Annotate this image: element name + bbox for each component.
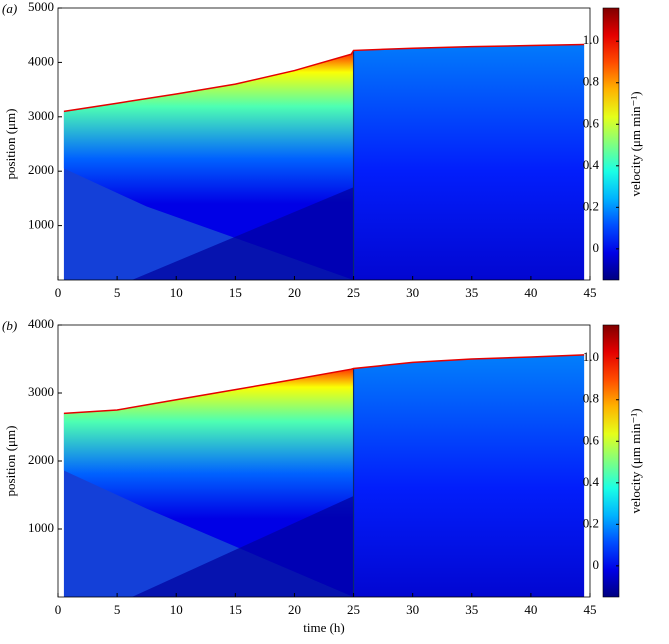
x-tick-label: 30 xyxy=(406,602,419,617)
panel-label: (b) xyxy=(2,318,17,333)
y-tick-label: 2000 xyxy=(28,452,54,467)
colorbar-tick-label: 1.0 xyxy=(583,32,599,47)
heatmap-fill xyxy=(353,44,585,280)
colorbar-tick-label: 0 xyxy=(593,240,600,255)
x-tick-label: 15 xyxy=(229,285,242,300)
x-tick-label: 5 xyxy=(114,602,121,617)
x-tick-label: 10 xyxy=(170,285,183,300)
colorbar-tick-label: 0.8 xyxy=(583,74,599,89)
y-tick-label: 1000 xyxy=(28,217,54,232)
x-tick-label: 25 xyxy=(347,285,360,300)
y-tick-label: 3000 xyxy=(28,384,54,399)
front-line xyxy=(63,354,585,415)
y-axis-label: position (μm) xyxy=(3,109,18,180)
x-tick-label: 25 xyxy=(347,602,360,617)
y-axis-label: position (μm) xyxy=(3,426,18,497)
y-tick-label: 4000 xyxy=(28,53,54,68)
x-tick-label: 5 xyxy=(114,285,121,300)
colorbar-tick-label: 1.0 xyxy=(583,349,599,364)
x-axis-label: time (h) xyxy=(303,620,345,635)
y-tick-label: 3000 xyxy=(28,108,54,123)
colorbar-tick-label: 0.2 xyxy=(583,515,599,530)
y-tick-label: 5000 xyxy=(28,0,54,14)
x-tick-label: 40 xyxy=(524,285,537,300)
colorbar-tick-label: 0.2 xyxy=(583,198,599,213)
heatmap-fill xyxy=(131,496,354,597)
heatmap-fill xyxy=(353,354,585,597)
colorbar-tick-label: 0 xyxy=(593,557,600,572)
x-tick-label: 20 xyxy=(288,602,301,617)
heatmap xyxy=(63,44,585,280)
colorbar xyxy=(602,7,620,281)
y-tick-label: 1000 xyxy=(28,520,54,535)
colorbar-tick-label: 0.8 xyxy=(583,391,599,406)
colorbar-tick-label: 0.6 xyxy=(583,115,600,130)
front-line xyxy=(63,43,585,113)
x-tick-label: 15 xyxy=(229,602,242,617)
x-tick-label: 20 xyxy=(288,285,301,300)
x-tick-label: 10 xyxy=(170,602,183,617)
panel-label: (a) xyxy=(2,1,17,16)
x-tick-label: 40 xyxy=(524,602,537,617)
x-tick-label: 35 xyxy=(465,285,478,300)
y-tick-label: 2000 xyxy=(28,162,54,177)
colorbar-tick-label: 0.6 xyxy=(583,432,600,447)
x-tick-label: 30 xyxy=(406,285,419,300)
colorbar-label: velocity (μm min⁻¹) xyxy=(628,91,643,196)
colorbar-label: velocity (μm min⁻¹) xyxy=(628,408,643,513)
x-tick-label: 0 xyxy=(55,285,62,300)
x-tick-label: 45 xyxy=(584,285,597,300)
colorbar-tick-label: 0.4 xyxy=(583,157,600,172)
heatmap-fill xyxy=(131,187,354,280)
y-tick-label: 4000 xyxy=(28,316,54,331)
colorbar-tick-label: 0.4 xyxy=(583,474,600,489)
x-tick-label: 45 xyxy=(584,602,597,617)
plot-frame xyxy=(57,7,591,281)
x-tick-label: 0 xyxy=(55,602,62,617)
x-tick-label: 35 xyxy=(465,602,478,617)
colorbar xyxy=(602,324,620,598)
heatmap xyxy=(63,354,585,597)
